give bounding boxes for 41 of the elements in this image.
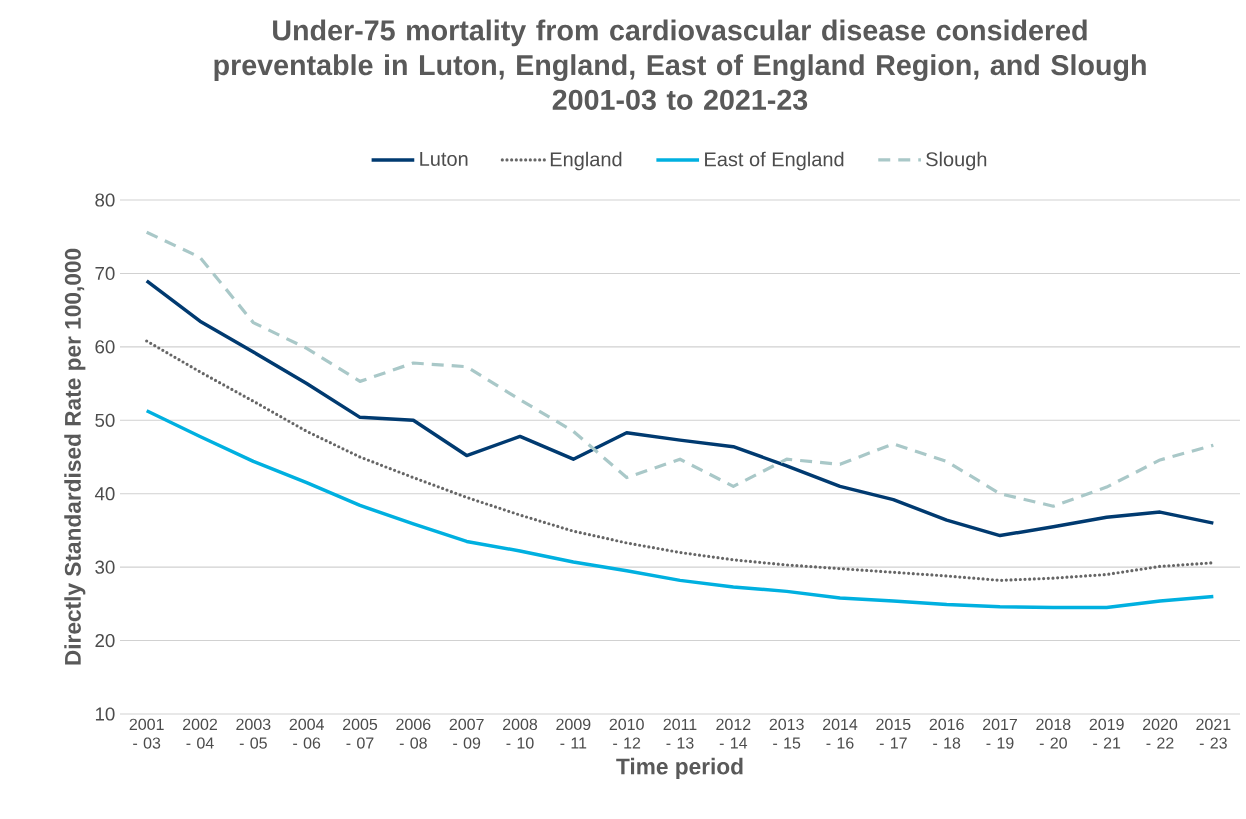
y-tick-label: 70 [95, 266, 115, 281]
x-tick-label: 2008 - 10 [503, 718, 538, 749]
x-axis-title: Time period [616, 757, 743, 779]
x-tick-label: 2020 - 22 [1143, 718, 1178, 749]
y-tick-label: 20 [95, 633, 115, 648]
y-tick-label: 60 [95, 340, 115, 354]
chart-subtitle: 2001-03 to 2021-23 [552, 89, 808, 110]
x-tick-label: 2007 - 09 [449, 718, 484, 749]
legend-label: Slough [926, 151, 987, 171]
x-tick-label: 2001 - 03 [129, 718, 164, 749]
x-tick-label: 2013 - 15 [769, 718, 804, 749]
chart-title: Under-75 mortality from cardiovascular disease considered preventable in Luton, England, East of England Region, and Slough [214, 19, 1146, 82]
x-tick-label: 2006 - 08 [396, 718, 431, 749]
legend-label: Luton [420, 152, 468, 166]
x-tick-label: 2019 - 21 [1089, 718, 1124, 749]
x-tick-label: 2018 - 20 [1036, 718, 1071, 749]
legend-label: East of England [705, 151, 844, 171]
x-tick-label: 2005 - 07 [343, 718, 378, 749]
x-tick-label: 2012 - 14 [716, 718, 751, 749]
x-tick-label: 2016 - 18 [929, 718, 964, 749]
y-tick-label: 10 [95, 707, 115, 721]
y-tick-label: 40 [94, 487, 115, 501]
x-tick-label: 2011 - 13 [663, 718, 697, 749]
y-tick-label: 80 [95, 193, 115, 207]
x-tick-label: 2021 - 23 [1196, 718, 1231, 749]
y-tick-label: 50 [95, 413, 115, 427]
line-series [145, 230, 1215, 508]
line-series [144, 279, 1216, 538]
line-series [144, 409, 1216, 610]
x-tick-label: 2002 - 04 [183, 718, 217, 749]
x-tick-label: 2017 - 19 [983, 718, 1017, 749]
x-tick-label: 2010 - 12 [609, 718, 644, 749]
x-tick-label: 2015 - 17 [876, 718, 911, 749]
x-tick-label: 2003 - 05 [236, 718, 271, 749]
legend-label: England [550, 151, 622, 171]
x-tick-label: 2009 - 11 [556, 718, 591, 749]
y-axis-title: Directly Standardised Rate per 100,000 [64, 248, 86, 665]
y-tick-label: 30 [95, 560, 115, 574]
x-tick-label: 2014 - 16 [823, 718, 858, 749]
line-series [145, 339, 1215, 582]
x-tick-label: 2004 - 06 [289, 718, 324, 749]
